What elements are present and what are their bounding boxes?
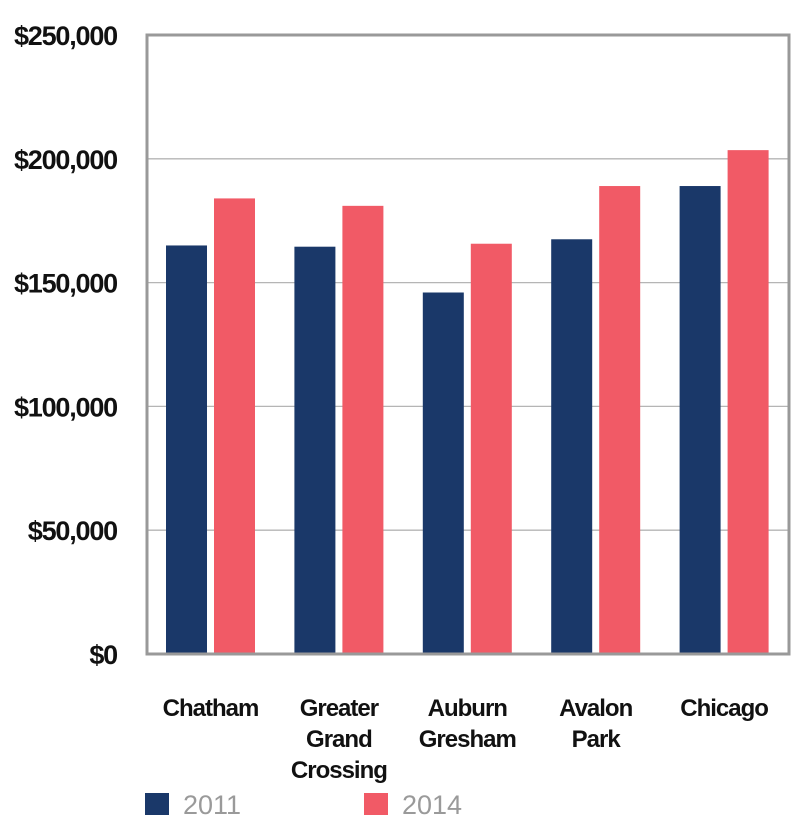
legend-label: 2011 xyxy=(183,790,241,820)
y-tick-label: $150,000 xyxy=(14,269,117,299)
y-axis-tick-labels: $0 $50,000 $100,000 $150,000 $200,000 $250,00… xyxy=(14,21,118,670)
x-category-label-line: Crossing xyxy=(291,757,387,784)
x-category-label-line: Park xyxy=(572,726,622,753)
y-tick-label: $250,000 xyxy=(14,21,117,51)
x-category-label: Avalon Park xyxy=(559,695,633,753)
x-category-label-line: Grand xyxy=(306,726,372,753)
legend-swatch xyxy=(145,793,169,815)
y-tick-label: $200,000 xyxy=(14,145,117,175)
x-category-label-line: Chatham xyxy=(163,695,259,722)
x-category-label: Chatham xyxy=(163,695,260,722)
bar-2011-4 xyxy=(679,186,721,654)
x-category-label: Greater Grand Crossing xyxy=(291,695,388,784)
x-category-label-line: Chicago xyxy=(680,695,768,722)
y-tick-label: $0 xyxy=(89,640,117,670)
plot-frame xyxy=(145,33,791,656)
x-category-label: Chicago xyxy=(680,695,769,722)
x-category-label: Auburn Gresham xyxy=(419,695,517,753)
bar-2014-3 xyxy=(599,186,641,654)
x-category-label-line: Auburn xyxy=(428,695,508,722)
legend-item: 2011 xyxy=(145,790,241,820)
legend-swatch xyxy=(364,793,388,815)
x-category-label-line: Avalon xyxy=(559,695,632,722)
bar-2014-0 xyxy=(214,198,255,654)
bar-2011-3 xyxy=(551,239,593,654)
bar-2014-4 xyxy=(727,150,769,654)
bar-2011-1 xyxy=(294,246,336,654)
x-category-label-line: Greater xyxy=(300,695,379,722)
y-tick-label: $100,000 xyxy=(14,392,117,422)
x-axis-category-labels: Chatham Greater Grand Crossing Auburn Gresham… xyxy=(163,695,770,784)
bar-2014-1 xyxy=(342,205,384,654)
bar-2014-2 xyxy=(470,243,512,654)
y-tick-label: $50,000 xyxy=(28,516,117,546)
x-category-label-line: Gresham xyxy=(419,726,516,753)
bar-2011-0 xyxy=(166,245,207,654)
bars xyxy=(166,150,769,654)
legend: 2011 2014 xyxy=(145,790,462,820)
legend-label: 2014 xyxy=(402,790,462,820)
bar-2011-2 xyxy=(422,292,464,654)
legend-item: 2014 xyxy=(364,790,462,820)
